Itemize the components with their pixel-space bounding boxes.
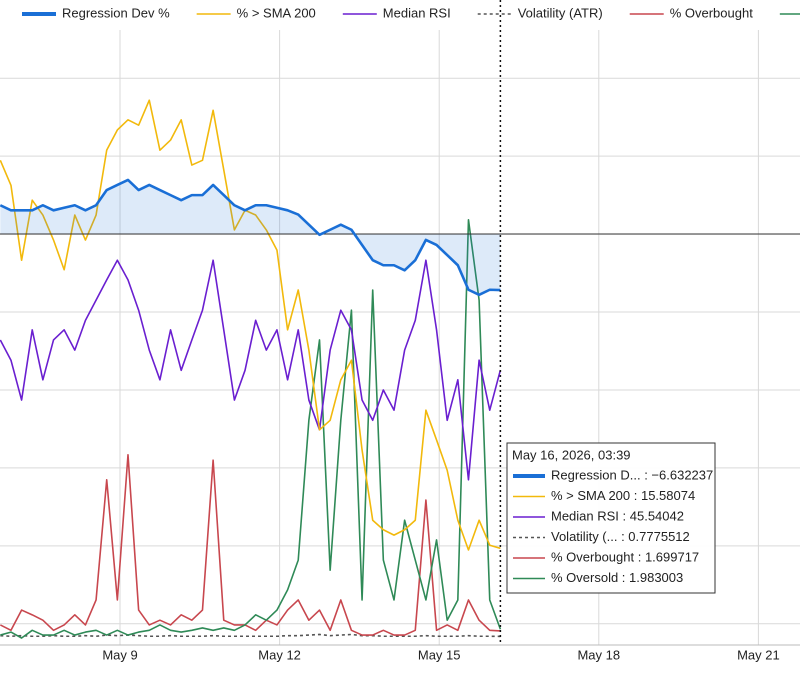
tooltip-title: May 16, 2026, 03:39 <box>512 447 631 462</box>
tooltip-box <box>506 442 716 594</box>
legend: Regression Dev % % > SMA 200 Median RSI Vol… <box>22 5 800 20</box>
series-line <box>0 178 501 297</box>
tooltip-entry: Regression D... : −6.632237 <box>551 467 713 482</box>
legend-label: Regression Dev % <box>62 5 170 20</box>
legend-label: Median RSI <box>383 5 451 20</box>
series-line <box>0 99 501 551</box>
series-line <box>0 259 502 481</box>
x-tick-label: May 18 <box>577 647 620 662</box>
series-area <box>0 179 501 295</box>
legend-label: % Overbought <box>670 5 753 20</box>
series-line <box>0 218 502 639</box>
tooltip-entry: % Overbought : 1.699717 <box>551 549 699 564</box>
tooltip: May 16, 2026, 03:39 Regression D... : −6.… <box>506 442 716 594</box>
x-tick-label: May 15 <box>418 647 461 662</box>
x-tick-label: May 21 <box>737 647 780 662</box>
legend-label: Volatility (ATR) <box>518 5 603 20</box>
tooltip-entry: Median RSI : 45.54042 <box>551 508 684 523</box>
x-tick-label: May 12 <box>258 647 301 662</box>
tooltip-entry: % Oversold : 1.983003 <box>551 570 683 585</box>
tooltip-entry: % > SMA 200 : 15.58074 <box>551 488 695 503</box>
legend-label: % > SMA 200 <box>237 5 316 20</box>
tooltip-entry: Volatility (... : 0.7775512 <box>551 529 690 544</box>
x-tick-label: May 9 <box>102 647 137 662</box>
series-line <box>0 453 501 636</box>
